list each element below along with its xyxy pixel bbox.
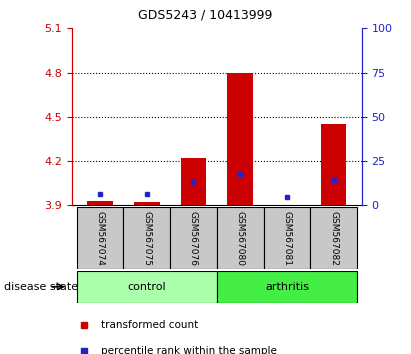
Text: GSM567080: GSM567080 xyxy=(236,211,245,266)
Text: transformed count: transformed count xyxy=(101,320,198,330)
Text: GSM567075: GSM567075 xyxy=(142,211,151,266)
Text: percentile rank within the sample: percentile rank within the sample xyxy=(101,346,277,354)
Bar xyxy=(76,271,217,303)
Bar xyxy=(217,207,263,269)
Text: GDS5243 / 10413999: GDS5243 / 10413999 xyxy=(139,9,272,22)
Bar xyxy=(134,202,159,205)
Bar xyxy=(123,207,170,269)
Bar xyxy=(170,207,217,269)
Bar xyxy=(76,207,123,269)
Text: GSM567081: GSM567081 xyxy=(282,211,291,266)
Text: GSM567076: GSM567076 xyxy=(189,211,198,266)
Bar xyxy=(321,124,346,205)
Bar xyxy=(180,158,206,205)
Text: arthritis: arthritis xyxy=(265,282,309,292)
Text: control: control xyxy=(127,282,166,292)
Bar xyxy=(227,73,253,205)
Bar xyxy=(310,207,357,269)
Bar xyxy=(217,271,357,303)
Text: GSM567074: GSM567074 xyxy=(95,211,104,266)
Bar xyxy=(263,207,310,269)
Text: disease state: disease state xyxy=(4,282,78,292)
Bar xyxy=(87,201,113,205)
Text: GSM567082: GSM567082 xyxy=(329,211,338,266)
